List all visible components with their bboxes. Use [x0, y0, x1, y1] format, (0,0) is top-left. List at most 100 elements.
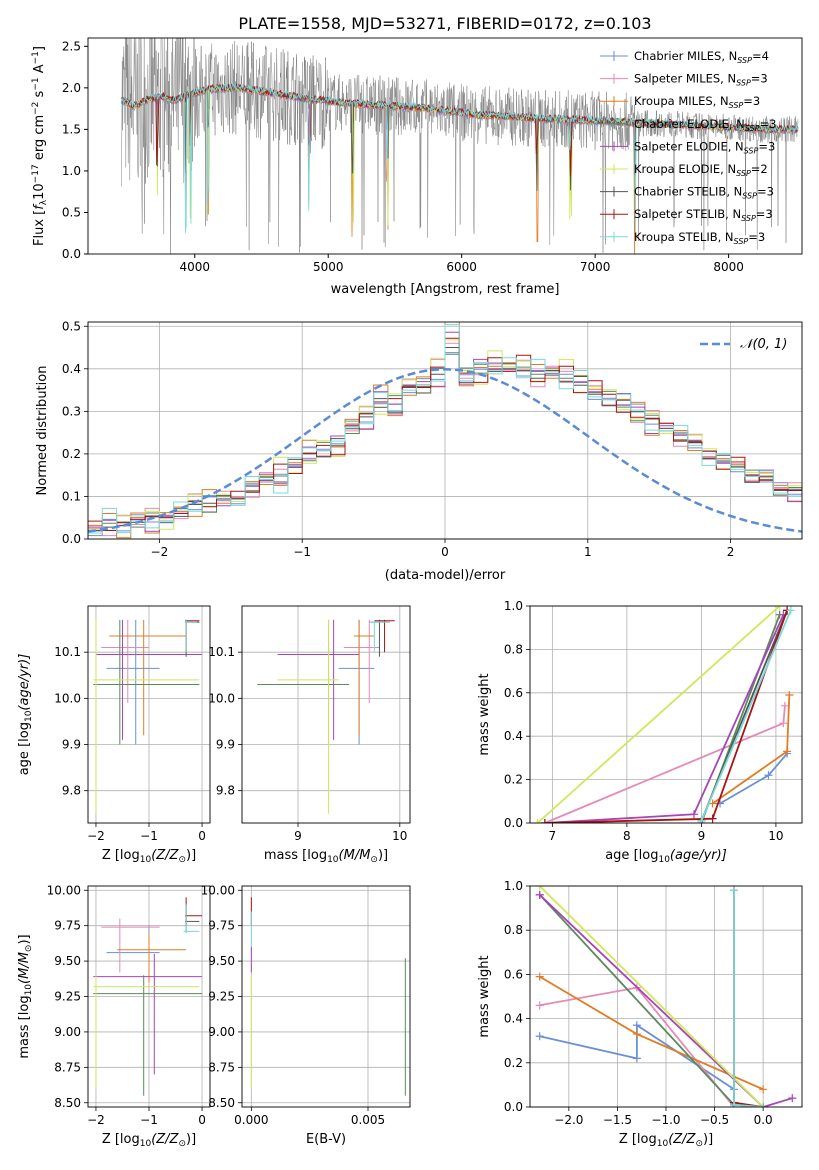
- y-tick-label: 0.8: [504, 923, 523, 937]
- weight-marker-kroupa_stelib: [730, 886, 738, 895]
- weight-line-salpeter_miles: [544, 705, 786, 823]
- axes-frame: [529, 605, 803, 824]
- y-tick-label: 0.1: [62, 489, 81, 503]
- y-tick-label: 9.75: [208, 919, 235, 933]
- weight-line-salpeter_stelib: [733, 890, 764, 1107]
- weight-marker-kroupa_elodie: [775, 606, 784, 610]
- y-tick-label: 10.0: [208, 691, 235, 705]
- x-tick-label: 4000: [179, 260, 210, 274]
- weight-marker-salpeter_miles: [779, 719, 788, 728]
- axes-frame: [87, 885, 211, 1108]
- weight-marker-kroupa_stelib: [786, 606, 795, 615]
- legend-entry: Kroupa ELODIE, NSSP=2: [634, 162, 768, 178]
- x-tick-label: 9: [698, 829, 706, 843]
- x-tick-label: −1: [140, 1113, 158, 1127]
- weight-marker-chabrier_miles: [535, 1032, 544, 1041]
- x-tick-label: 0.000: [234, 1113, 268, 1127]
- y-tick-label: 0.0: [504, 1100, 523, 1114]
- weight-marker-salpeter_stelib: [540, 819, 549, 823]
- y-tick-label: 9.50: [208, 954, 235, 968]
- y-tick-label: 1.0: [504, 879, 523, 893]
- weight-marker-kroupa_elodie: [535, 886, 544, 890]
- weight-marker-salpeter_elodie: [535, 890, 544, 899]
- y-axis-label: mass weight: [477, 673, 492, 755]
- y-tick-label: 9.00: [54, 1025, 81, 1039]
- x-tick-label: 7: [549, 829, 557, 843]
- x-tick-label: 0: [441, 545, 449, 559]
- y-tick-label: 9.9: [62, 738, 81, 752]
- x-tick-label: 5000: [313, 260, 344, 274]
- x-tick-label: 8000: [713, 260, 744, 274]
- error-bars: [93, 619, 203, 814]
- legend-entry: Kroupa MILES, NSSP=3: [634, 94, 760, 110]
- y-tick-label: 1.0: [504, 599, 523, 613]
- y-tick-label: 0.8: [504, 642, 523, 656]
- x-tick-label: 0: [198, 1113, 206, 1127]
- weight-line-salpeter_elodie: [539, 894, 793, 1107]
- axes-frame: [241, 605, 411, 824]
- x-axis-label: Z [log10(Z/Z⊙)]: [619, 1132, 713, 1149]
- axes-frame: [529, 885, 803, 1108]
- x-tick-label: −1.0: [651, 1113, 680, 1127]
- axes-frame: [87, 37, 803, 255]
- histogram-kroupa_stelib: [88, 324, 802, 534]
- y-axis-label: Normed distribution: [35, 366, 50, 496]
- y-tick-label: 8.50: [208, 1096, 235, 1110]
- y-tick-label: 0.6: [504, 967, 523, 981]
- weight-marker-kroupa_miles: [783, 747, 792, 756]
- y-tick-label: 0.6: [504, 686, 523, 700]
- x-axis-label: Z [log10(Z/Z⊙)]: [102, 1132, 196, 1149]
- y-tick-label: 10.1: [208, 645, 235, 659]
- y-tick-label: 10.1: [54, 645, 81, 659]
- age_vs_mass-panel: 9 10 9.8 9.9 10.0 10.1 mass [log10(M/M⊙)]: [208, 605, 411, 865]
- weight-marker-salpeter_elodie: [788, 1094, 797, 1103]
- x-tick-label: 0.005: [351, 1113, 385, 1127]
- x-tick-label: 10: [768, 829, 783, 843]
- y-tick-label: 0.4: [504, 729, 523, 743]
- y-tick-label: 10.00: [201, 883, 235, 897]
- weight-line-kroupa_stelib: [733, 890, 764, 1107]
- y-tick-label: 0.0: [62, 532, 81, 546]
- weight-marker-kroupa_miles: [535, 972, 544, 981]
- axes-frame: [241, 885, 411, 1108]
- weight-lines: [533, 606, 795, 823]
- y-axis-label: mass weight: [477, 955, 492, 1037]
- axes-frame: [87, 605, 211, 824]
- weight-marker-chabrier_miles: [632, 1021, 641, 1030]
- massweight_vs_Z-panel: −2.0 −1.5 −1.0 −0.5 0.0 0.0 0.2 0.4 0.6 0.8 1.0 Z […: [477, 879, 803, 1149]
- y-tick-label: 0.2: [504, 1056, 523, 1070]
- y-tick-label: 8.75: [208, 1060, 235, 1074]
- observed-spectrum: [121, 38, 799, 254]
- y-axis-label: age [log10(age/yr)]: [17, 654, 34, 776]
- y-tick-label: 9.25: [54, 990, 81, 1004]
- weight-line-kroupa_stelib: [700, 609, 792, 822]
- weight-line-chabrier_elodie: [539, 894, 735, 1106]
- weight-marker-salpeter_elodie: [689, 810, 698, 819]
- x-tick-label: −1.5: [603, 1113, 632, 1127]
- x-tick-label: 0: [198, 829, 206, 843]
- y-tick-label: 9.25: [208, 990, 235, 1004]
- legend-normal-label: 𝒩(0, 1): [740, 337, 787, 352]
- model-spectrum-kroupa_stelib: [121, 82, 799, 234]
- x-axis-label: Z [log10(Z/Z⊙)]: [102, 848, 196, 865]
- y-tick-label: 0.3: [62, 404, 81, 418]
- y-tick-label: 9.8: [216, 784, 235, 798]
- x-axis-label: (data-model)/error: [385, 568, 506, 583]
- x-tick-label: −2: [87, 829, 105, 843]
- weight-marker-salpeter_stelib: [708, 814, 717, 823]
- y-tick-label: 9.8: [62, 784, 81, 798]
- y-tick-label: 9.9: [216, 738, 235, 752]
- weight-marker-kroupa_miles: [708, 799, 717, 808]
- legend-entry: Salpeter STELIB, NSSP=3: [634, 207, 773, 223]
- y-tick-label: 10.0: [54, 691, 81, 705]
- x-tick-label: 2: [727, 545, 735, 559]
- y-tick-label: 0.5: [62, 205, 81, 219]
- weight-marker-chabrier_miles: [764, 771, 773, 780]
- weight-marker-salpeter_miles: [535, 1001, 544, 1010]
- mass_vs_Z-panel: −2 −1 0 8.50 8.75 9.00 9.25 9.50 9.75 10.00 Z [log…: [17, 883, 211, 1149]
- weight-marker-kroupa_elodie: [533, 819, 542, 823]
- y-tick-label: 0.5: [62, 319, 81, 333]
- x-tick-label: −2: [87, 1113, 105, 1127]
- error-bars: [250, 897, 406, 1096]
